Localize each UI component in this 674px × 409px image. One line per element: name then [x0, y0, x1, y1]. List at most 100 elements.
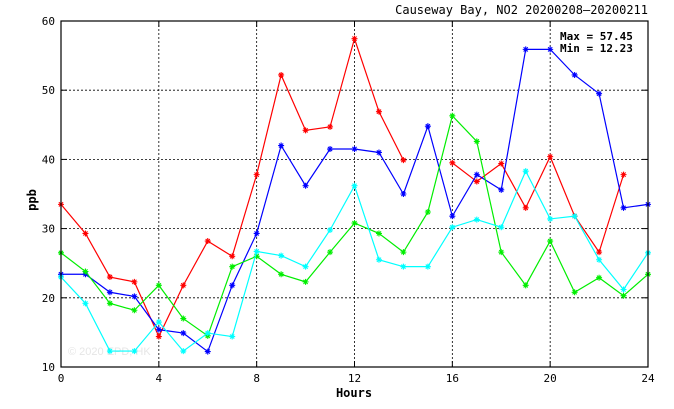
data-point [131, 278, 138, 285]
data-point [375, 108, 382, 115]
data-point [424, 208, 431, 215]
data-point [82, 268, 89, 275]
data-point [351, 220, 358, 227]
data-point [253, 171, 260, 178]
y-tick-label: 50 [42, 84, 55, 97]
data-point [180, 282, 187, 289]
data-point [180, 315, 187, 322]
data-point [204, 348, 211, 355]
data-point [522, 204, 529, 211]
data-point [449, 159, 456, 166]
data-point [327, 249, 334, 256]
data-point [400, 263, 407, 270]
data-point [449, 213, 456, 220]
max-annotation: Max = 57.45 [560, 30, 633, 43]
data-point [229, 253, 236, 260]
data-point [278, 252, 285, 259]
y-tick-label: 10 [42, 361, 55, 374]
data-point [131, 348, 138, 355]
data-point [278, 271, 285, 278]
data-point [155, 326, 162, 333]
x-tick-label: 20 [544, 372, 557, 385]
x-tick-label: 8 [253, 372, 260, 385]
data-point [327, 123, 334, 130]
data-point [620, 171, 627, 178]
data-point [229, 263, 236, 270]
data-point [596, 249, 603, 256]
data-point [302, 263, 309, 270]
data-point [302, 278, 309, 285]
data-point [278, 142, 285, 149]
data-point [547, 46, 554, 53]
series-1 [58, 35, 627, 340]
tick-labels: 0 4 8 12 16 20 24 10 20 30 40 50 60 [42, 15, 655, 385]
y-axis-label: ppb [25, 189, 39, 211]
data-point [204, 330, 211, 337]
x-tick-label: 12 [348, 372, 361, 385]
data-point [106, 274, 113, 281]
data-point [596, 256, 603, 263]
series-3 [58, 112, 651, 339]
data-point [131, 307, 138, 314]
data-point [229, 333, 236, 340]
y-tick-label: 60 [42, 15, 55, 28]
data-point [375, 256, 382, 263]
data-point [522, 282, 529, 289]
data-point [131, 293, 138, 300]
data-point [449, 224, 456, 231]
grid-lines [61, 21, 648, 367]
data-point [620, 204, 627, 211]
data-point [596, 90, 603, 97]
y-tick-label: 20 [42, 292, 55, 305]
data-point [620, 286, 627, 293]
data-point [253, 253, 260, 260]
data-point [473, 178, 480, 185]
data-point [547, 238, 554, 245]
chart-title: Causeway Bay, NO2 20200208–20200211 [395, 3, 648, 17]
data-point [473, 216, 480, 223]
data-point [400, 249, 407, 256]
data-point [106, 289, 113, 296]
data-point [473, 138, 480, 145]
data-point [278, 71, 285, 78]
data-point [106, 348, 113, 355]
data-point [82, 300, 89, 307]
data-point [571, 289, 578, 296]
data-point [400, 191, 407, 197]
data-point [498, 186, 505, 193]
axis-ticks [60, 20, 649, 368]
data-point [449, 112, 456, 119]
data-point [253, 230, 260, 237]
data-point [82, 230, 89, 237]
data-point [424, 263, 431, 270]
data-point [302, 127, 309, 134]
data-point [375, 149, 382, 156]
data-point [180, 348, 187, 355]
data-point [400, 157, 407, 164]
data-point [351, 182, 358, 189]
data-point [522, 46, 529, 53]
data-point [155, 282, 162, 289]
x-tick-label: 24 [641, 372, 655, 385]
data-point [327, 146, 334, 153]
data-point [498, 160, 505, 167]
x-tick-label: 0 [58, 372, 65, 385]
x-axis-label: Hours [336, 386, 372, 400]
data-point [155, 319, 162, 326]
data-point [180, 330, 187, 337]
data-point [204, 238, 211, 245]
data-point [375, 230, 382, 237]
series-2 [58, 46, 651, 355]
data-point [424, 123, 431, 130]
data-point [155, 333, 162, 340]
data-point [522, 168, 529, 175]
data-point [351, 35, 358, 42]
data-point [498, 249, 505, 256]
data-point [229, 282, 236, 289]
data-point [302, 182, 309, 189]
data-point [547, 215, 554, 222]
data-point [571, 213, 578, 220]
y-tick-label: 40 [42, 153, 55, 166]
min-annotation: Min = 12.23 [560, 42, 633, 55]
